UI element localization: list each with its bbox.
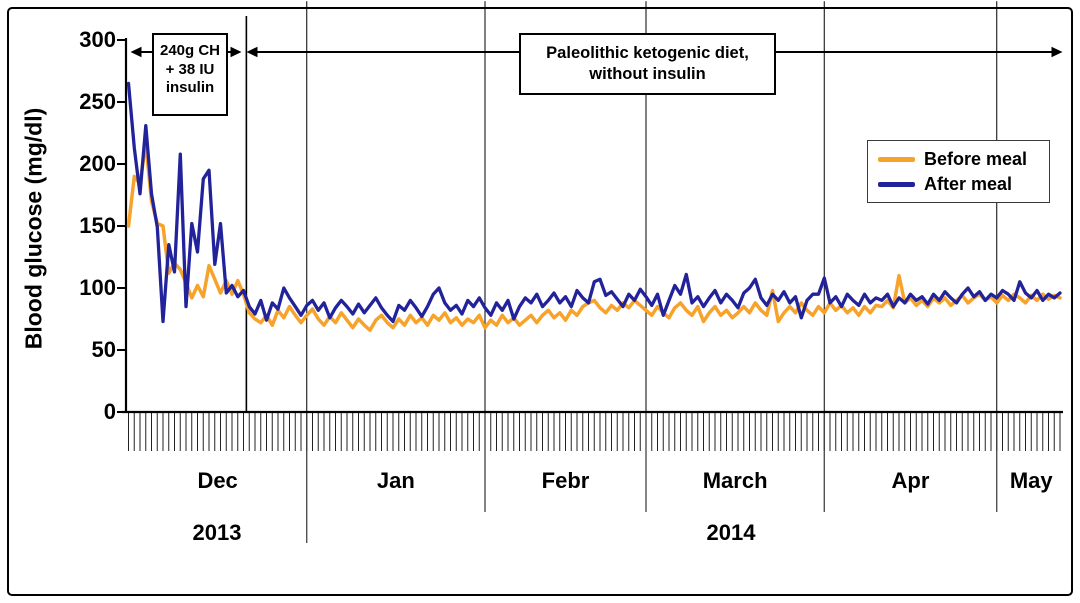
y-tick-label-300: 300: [79, 27, 116, 52]
insulin-annotation-line2: + 38 IU: [165, 60, 215, 78]
insulin-period-annotation: 240g CH + 38 IU insulin: [152, 33, 228, 116]
month-label-apr: Apr: [891, 468, 930, 493]
legend-item-after-meal: After meal: [878, 174, 1049, 195]
paleo-period-annotation: Paleolithic ketogenic diet, without insu…: [519, 33, 776, 95]
y-tick-label-150: 150: [79, 213, 116, 238]
y-tick-label-100: 100: [79, 275, 116, 300]
after-meal-line-swatch: [878, 181, 915, 187]
month-label-may: May: [1009, 468, 1053, 493]
before-meal-line-swatch: [878, 156, 915, 162]
legend-item-before-meal: Before meal: [878, 149, 1049, 170]
figure-border: [7, 7, 1073, 596]
y-axis-title: Blood glucose (mg/dl): [20, 107, 47, 350]
month-label-jan: Jan: [376, 468, 415, 493]
year-label-2013: 2013: [192, 520, 242, 545]
year-label-2014: 2014: [706, 520, 756, 545]
insulin-annotation-line1: 240g CH: [159, 42, 221, 59]
legend-label-before-meal: Before meal: [924, 148, 1028, 169]
month-label-febr: Febr: [541, 468, 590, 493]
legend-label-after-meal: After meal: [924, 173, 1013, 194]
y-tick-label-50: 50: [91, 337, 116, 362]
month-label-march: March: [702, 468, 768, 493]
legend: Before meal After meal: [867, 140, 1050, 203]
y-tick-label-200: 200: [79, 151, 116, 176]
paleo-annotation-line2: without insulin: [589, 65, 706, 83]
paleo-annotation-line1: Paleolithic ketogenic diet,: [546, 44, 749, 62]
month-label-dec: Dec: [197, 468, 238, 493]
y-tick-label-0: 0: [103, 399, 116, 424]
insulin-annotation-line3: insulin: [165, 79, 215, 96]
y-tick-label-250: 250: [79, 89, 116, 114]
